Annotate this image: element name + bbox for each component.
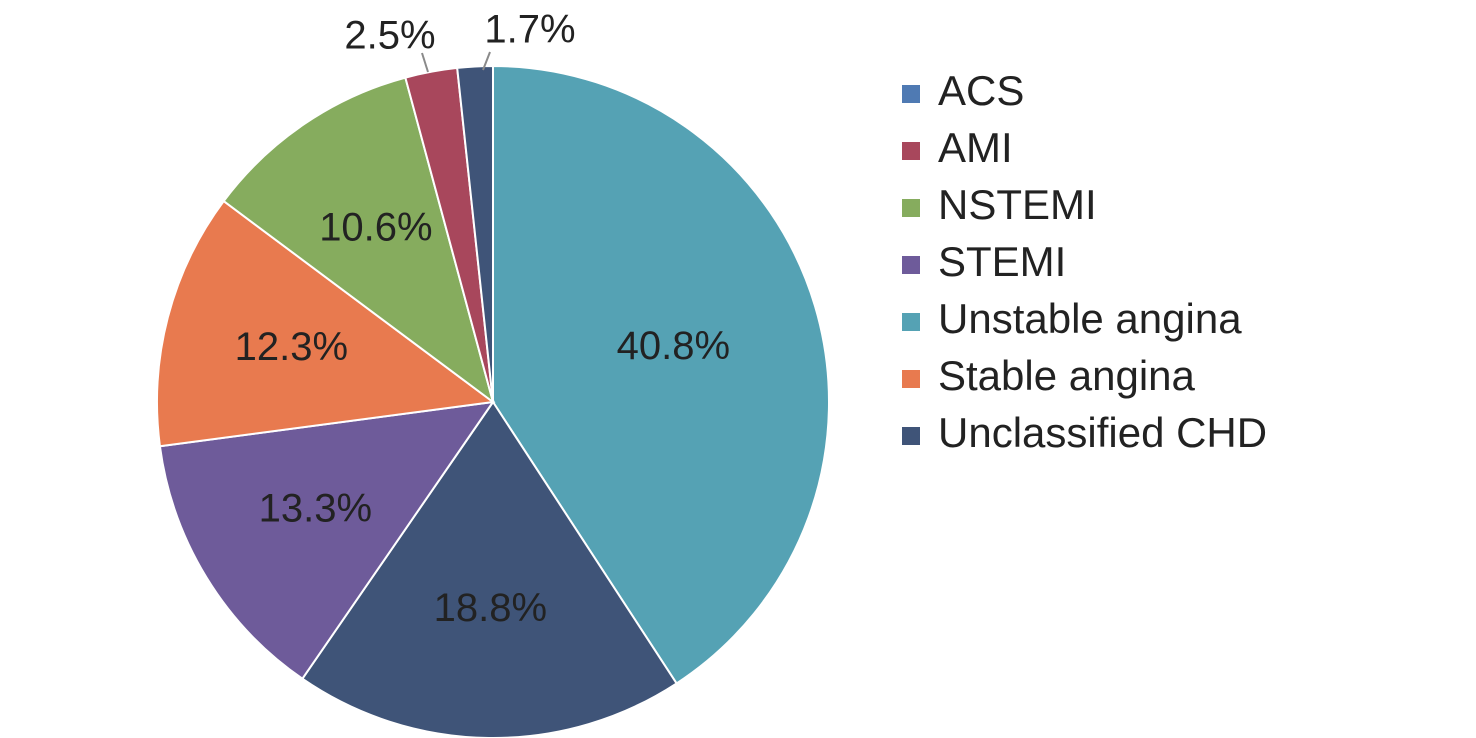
data-label-nstemi-4: 10.6% <box>319 205 432 249</box>
data-label-unclassified-chd-1: 18.8% <box>434 586 547 630</box>
legend-swatch-nstemi <box>902 199 920 217</box>
legend-label-acs: ACS <box>938 67 1024 114</box>
legend-label-unstable-angina: Unstable angina <box>938 295 1242 342</box>
data-label-stemi-2: 13.3% <box>259 486 372 530</box>
legend-swatch-ami <box>902 142 920 160</box>
legend-swatch-unclassified-chd <box>902 427 920 445</box>
legend-swatch-stemi <box>902 256 920 274</box>
legend-label-unclassified-chd: Unclassified CHD <box>938 409 1267 456</box>
pie-slice-unclassified-chd-6 <box>456 64 494 403</box>
legend-swatch-acs <box>902 85 920 103</box>
leader-line-unclassified-chd-6 <box>482 51 491 71</box>
pie-slice-stable-angina-3 <box>156 199 496 448</box>
legend-label-stable-angina: Stable angina <box>938 352 1196 399</box>
pie-slice-nstemi-4 <box>222 76 495 405</box>
data-label-unclassified-chd-6: 1.7% <box>484 8 575 52</box>
legend-label-nstemi: NSTEMI <box>938 181 1097 228</box>
pie-slices <box>156 64 830 738</box>
data-label-ami-5: 2.5% <box>344 14 435 58</box>
pie-slice-stemi-2 <box>158 400 496 681</box>
data-label-stable-angina-3: 12.3% <box>235 325 348 369</box>
leader-line-ami-5 <box>421 52 429 73</box>
data-label-unstable-angina-0: 40.8% <box>617 324 730 368</box>
legend: ACS AMI NSTEMI STEMI Unstable angina Stable a… <box>902 67 1267 456</box>
legend-label-ami: AMI <box>938 124 1013 171</box>
legend-label-stemi: STEMI <box>938 238 1066 285</box>
legend-swatch-unstable-angina <box>902 313 920 331</box>
leader-lines <box>421 51 491 73</box>
legend-swatch-stable-angina <box>902 370 920 388</box>
data-labels: 40.8% 18.8% 13.3% 12.3% 10.6% 2.5% 1.7% <box>235 8 730 630</box>
